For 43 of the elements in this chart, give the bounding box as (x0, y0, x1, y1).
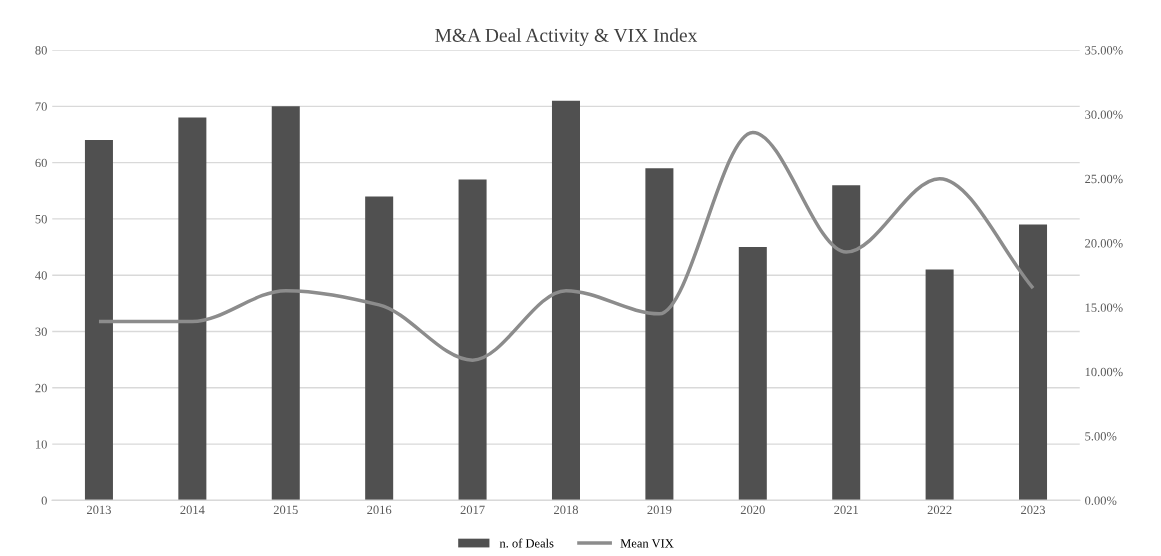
y2-tick-label: 20.00% (1085, 239, 1123, 248)
y-tick-label: 10 (35, 440, 47, 449)
x-tick-label: 2021 (834, 505, 858, 515)
y2-tick-label: 10.00% (1085, 367, 1123, 377)
y-tick-label: 50 (35, 214, 47, 224)
bar (1019, 224, 1048, 501)
x-tick-label: 2017 (460, 505, 485, 515)
y-tick-label: 30 (35, 327, 47, 336)
y-tick-label: 80 (35, 46, 47, 55)
chart-title: M&A Deal Activity & VIX Index (435, 28, 698, 46)
x-tick-label: 2014 (180, 505, 205, 515)
bar (84, 140, 113, 501)
bar (925, 269, 954, 501)
x-tick-label: 2020 (740, 505, 765, 515)
x-tick-label: 2019 (647, 505, 672, 515)
y-tick-label: 0 (41, 496, 47, 505)
bar (365, 196, 394, 501)
x-tick-label: 2015 (273, 505, 298, 515)
bar (551, 100, 580, 501)
y-tick-label: 70 (35, 102, 47, 111)
y-tick-label: 20 (35, 383, 47, 393)
y2-tick-label: 30.00% (1085, 110, 1123, 119)
x-tick-label: 2013 (87, 505, 111, 515)
y2-tick-label: 15.00% (1085, 303, 1123, 312)
bar (645, 168, 674, 501)
bar (458, 179, 487, 501)
bar (178, 117, 207, 501)
x-tick-label: 2016 (367, 505, 392, 515)
legend-label: n. of Deals (499, 538, 554, 548)
legend-label: Mean VIX (620, 539, 674, 548)
line-series (97, 130, 1035, 362)
bar (832, 185, 861, 501)
y-tick-label: 40 (35, 271, 47, 280)
y-tick-label: 60 (35, 158, 47, 168)
x-tick-label: 2022 (927, 505, 952, 515)
y2-tick-label: 5.00% (1085, 432, 1117, 441)
bar (738, 247, 767, 501)
x-tick-label: 2023 (1021, 505, 1046, 515)
y2-tick-label: 25.00% (1085, 174, 1123, 184)
bar (271, 106, 300, 501)
y2-tick-label: 35.00% (1085, 46, 1123, 55)
y2-tick-label: 0.00% (1085, 496, 1117, 505)
x-tick-label: 2018 (554, 505, 579, 515)
